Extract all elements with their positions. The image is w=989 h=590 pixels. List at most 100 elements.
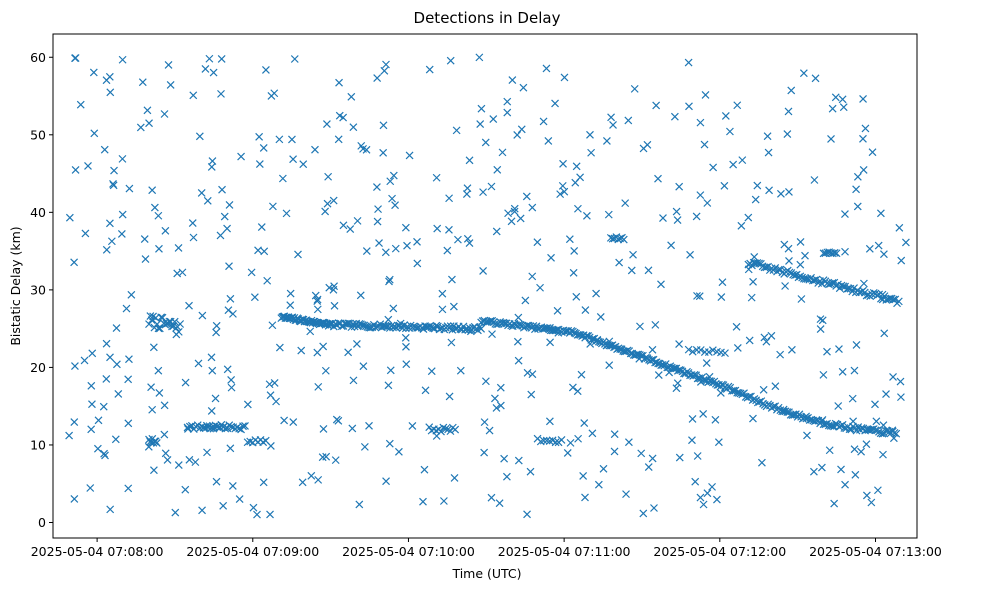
data-point — [688, 347, 697, 356]
data-point — [693, 452, 702, 460]
data-point — [239, 422, 247, 431]
data-point — [154, 366, 163, 375]
data-point — [125, 355, 133, 364]
y-axis-title: Bistatic Delay (km) — [8, 226, 23, 345]
data-point — [225, 262, 233, 271]
data-point — [185, 422, 194, 431]
data-point — [203, 448, 211, 457]
data-point — [492, 227, 501, 236]
data-point — [176, 320, 185, 328]
data-point — [446, 56, 455, 65]
data-point — [838, 367, 847, 376]
data-point — [385, 275, 394, 284]
data-point — [465, 239, 474, 247]
data-point — [313, 295, 322, 304]
data-point — [389, 171, 398, 180]
data-point — [425, 423, 434, 432]
data-point — [816, 325, 825, 333]
data-point — [851, 470, 860, 479]
data-point — [198, 311, 207, 320]
data-point — [65, 213, 74, 222]
data-point — [871, 400, 879, 409]
data-point — [480, 418, 489, 427]
data-point — [572, 292, 581, 301]
data-point — [118, 55, 127, 64]
data-point — [246, 437, 255, 446]
data-point — [209, 422, 218, 431]
data-point — [481, 377, 490, 386]
data-point — [588, 429, 597, 438]
data-point — [161, 226, 170, 235]
data-point — [605, 337, 614, 346]
data-point — [235, 495, 244, 503]
data-point — [289, 155, 298, 164]
data-point — [218, 185, 226, 194]
data-point — [558, 181, 567, 190]
data-point — [332, 415, 341, 424]
data-point — [684, 345, 693, 354]
data-point — [610, 447, 619, 456]
data-point — [789, 270, 798, 279]
data-point — [161, 449, 170, 458]
data-point — [171, 508, 180, 517]
y-tick-label: 50 — [30, 127, 46, 142]
data-point — [527, 390, 536, 399]
data-point — [189, 91, 198, 100]
data-point — [654, 371, 663, 380]
data-point — [492, 403, 501, 412]
data-point — [827, 135, 835, 143]
x-tick-label: 2025-05-04 07:11:00 — [498, 544, 631, 559]
data-point — [405, 151, 414, 160]
data-point — [446, 427, 455, 436]
data-point — [402, 342, 410, 351]
data-point — [87, 381, 96, 390]
data-point — [421, 386, 430, 395]
data-point — [212, 328, 221, 337]
data-point — [189, 233, 198, 242]
data-point — [644, 266, 653, 275]
data-point — [208, 366, 217, 375]
data-point — [485, 426, 494, 435]
data-point — [544, 137, 553, 145]
data-point — [117, 230, 126, 238]
data-point — [803, 431, 811, 440]
data-point — [819, 370, 828, 379]
data-point — [160, 430, 169, 439]
data-point — [322, 120, 331, 128]
data-point — [672, 384, 681, 393]
data-point — [796, 237, 805, 246]
data-point — [373, 217, 382, 226]
data-point — [99, 402, 108, 411]
data-point — [787, 345, 796, 354]
data-point — [651, 320, 660, 329]
data-point — [586, 340, 595, 348]
data-point — [771, 382, 780, 391]
data-point — [352, 340, 361, 348]
data-point — [545, 417, 554, 426]
data-point — [546, 338, 555, 347]
data-point — [261, 65, 270, 74]
data-point — [496, 401, 505, 410]
data-point — [579, 472, 588, 480]
data-point — [372, 183, 381, 191]
data-point — [503, 97, 512, 106]
data-point — [388, 194, 396, 203]
data-point — [452, 126, 461, 135]
data-point — [313, 305, 322, 314]
data-point — [643, 140, 652, 149]
data-point — [636, 322, 644, 331]
data-point — [224, 306, 233, 315]
data-point — [834, 402, 843, 410]
data-point — [379, 121, 388, 130]
data-point — [889, 434, 898, 443]
data-point — [816, 315, 825, 324]
data-point — [465, 156, 474, 165]
data-point — [223, 365, 232, 374]
data-point — [346, 225, 355, 233]
data-point — [267, 92, 276, 100]
data-point — [111, 435, 120, 444]
data-point — [896, 377, 905, 386]
data-point — [859, 279, 868, 288]
data-point — [559, 159, 567, 168]
data-point — [70, 418, 79, 426]
